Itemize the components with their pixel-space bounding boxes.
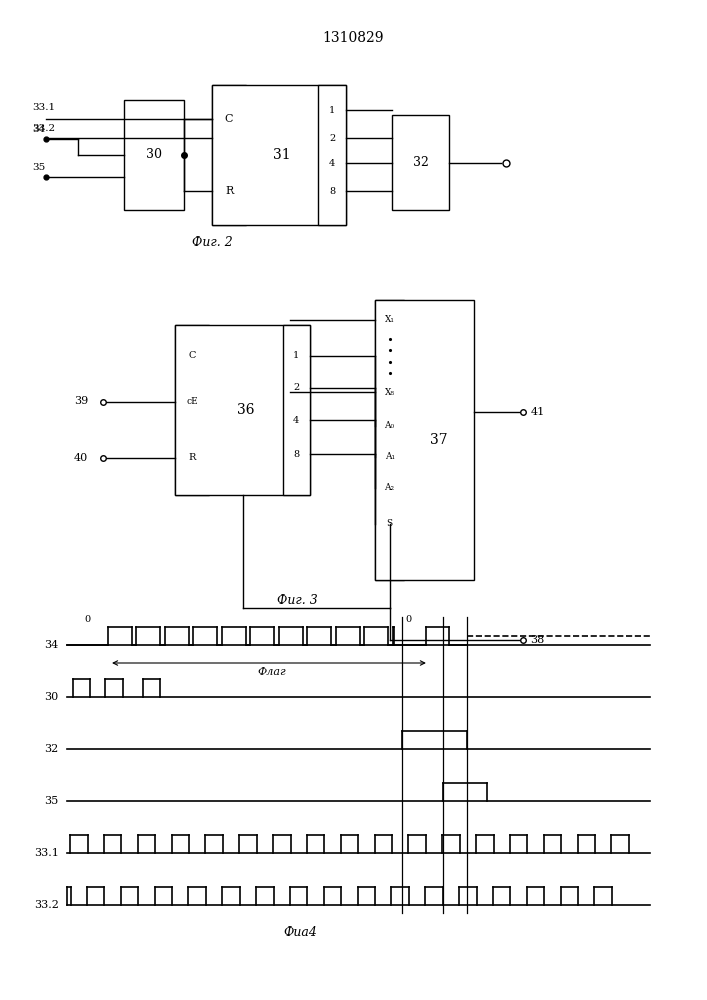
Text: 33.2: 33.2 (32, 124, 55, 133)
Bar (212, 85, 246, 225)
Bar (283, 325, 310, 495)
Text: 33.1: 33.1 (32, 103, 55, 112)
Text: 4: 4 (293, 416, 299, 425)
Text: 37: 37 (431, 433, 448, 447)
Text: Фиа4: Фиа4 (284, 926, 317, 940)
Text: Флаг: Флаг (257, 667, 286, 677)
Text: A₂: A₂ (385, 483, 395, 492)
Text: 1310829: 1310829 (323, 31, 384, 45)
Text: Фиг. 3: Фиг. 3 (276, 593, 317, 606)
Text: 38: 38 (530, 635, 544, 645)
Text: 32: 32 (45, 744, 59, 754)
Bar (175, 325, 209, 495)
Text: 39: 39 (74, 396, 88, 406)
Text: 35: 35 (32, 163, 45, 172)
Text: cE: cE (187, 397, 198, 406)
Text: 34: 34 (32, 124, 45, 133)
Text: 32: 32 (413, 156, 428, 169)
Bar (212, 85, 346, 225)
Bar (375, 300, 474, 580)
Text: X₈: X₈ (385, 388, 395, 397)
Bar (124, 100, 184, 210)
Text: 2: 2 (293, 383, 299, 392)
Text: C: C (225, 114, 233, 124)
Text: 8: 8 (293, 450, 299, 459)
Text: R: R (225, 186, 233, 196)
Bar (318, 85, 346, 225)
Text: 4: 4 (329, 159, 335, 168)
Text: 33.1: 33.1 (34, 848, 59, 858)
Text: X₁: X₁ (385, 315, 395, 324)
Bar (392, 115, 449, 210)
Text: 31: 31 (274, 148, 291, 162)
Text: 40: 40 (74, 453, 88, 463)
Bar (175, 325, 310, 495)
Text: 2: 2 (329, 134, 335, 143)
Text: 34: 34 (45, 640, 59, 650)
Text: 8: 8 (329, 187, 335, 196)
Text: 41: 41 (530, 407, 544, 417)
Text: A₀: A₀ (385, 421, 395, 430)
Text: 33.2: 33.2 (34, 900, 59, 910)
Text: A₁: A₁ (385, 452, 395, 461)
Text: 30: 30 (146, 148, 162, 161)
Text: C: C (189, 351, 196, 360)
Text: S: S (387, 520, 392, 528)
Text: 1: 1 (293, 351, 299, 360)
Text: 36: 36 (238, 403, 255, 417)
Text: R: R (189, 453, 196, 462)
Text: Фиг. 2: Фиг. 2 (192, 235, 233, 248)
Text: 0: 0 (85, 615, 90, 624)
Text: 30: 30 (45, 692, 59, 702)
Text: 1: 1 (329, 106, 335, 115)
Text: 35: 35 (45, 796, 59, 806)
Bar (375, 300, 404, 580)
Text: 0: 0 (405, 615, 411, 624)
